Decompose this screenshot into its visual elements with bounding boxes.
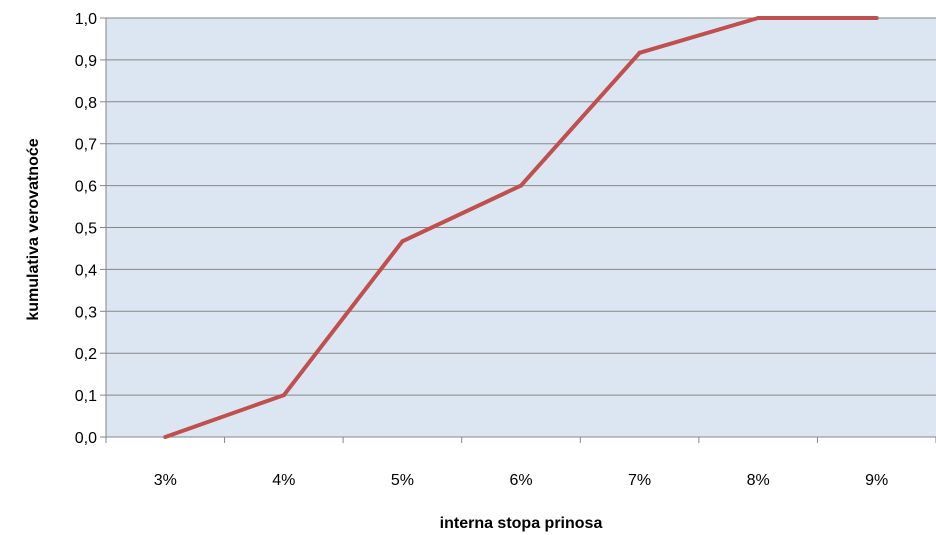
- x-tick-label: 8%: [747, 472, 770, 489]
- y-tick-label: 0,8: [75, 95, 97, 112]
- data-point: [874, 16, 879, 20]
- y-tick-label: 0,1: [75, 388, 97, 405]
- x-tick-label: 6%: [509, 472, 532, 489]
- x-tick-label: 9%: [865, 472, 888, 489]
- x-tick-label: 5%: [391, 472, 414, 489]
- x-tick-label: 3%: [154, 472, 177, 489]
- x-axis-title: interna stopa prinosa: [440, 515, 603, 532]
- x-tick-label: 7%: [628, 472, 651, 489]
- axes: [100, 17, 936, 443]
- y-tick-label: 0,3: [75, 304, 97, 321]
- x-tick-labels: 3% 4% 5% 6% 7% 8% 9%: [154, 472, 889, 489]
- data-point: [163, 435, 168, 439]
- data-point: [637, 50, 642, 55]
- series-layer: [163, 16, 879, 439]
- y-tick-label: 0,4: [75, 262, 97, 279]
- y-tick-label: 0,2: [75, 346, 97, 363]
- y-tick-label: 0,6: [75, 179, 97, 196]
- y-tick-label: 1,0: [75, 11, 97, 28]
- x-tick-label: 4%: [272, 472, 295, 489]
- y-tick-label: 0,9: [75, 53, 97, 70]
- data-point: [756, 16, 761, 20]
- y-axis-title: kumulativa verovatnoće: [25, 138, 42, 320]
- y-tick-label: 0,7: [75, 137, 97, 154]
- data-point: [281, 393, 286, 398]
- y-tick-labels: 0,0 0,1 0,2 0,3 0,4 0,5 0,6 0,7 0,8 0,9 1,0: [75, 11, 97, 447]
- y-tick-label: 0,5: [75, 221, 97, 238]
- y-tick-label: 0,0: [75, 430, 97, 447]
- data-point: [400, 239, 405, 244]
- data-point: [519, 183, 523, 188]
